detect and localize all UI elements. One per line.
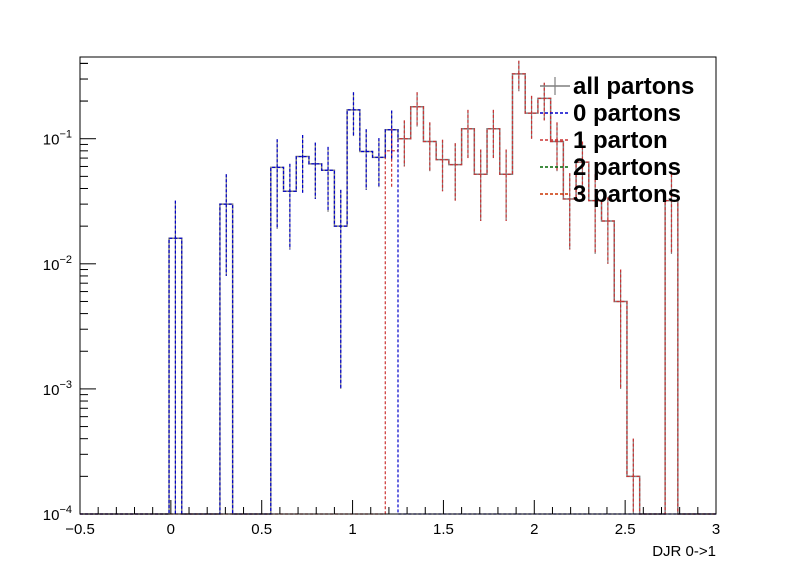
x-tick-label: 0 <box>167 521 175 538</box>
y-tick-exponent: −3 <box>59 379 72 391</box>
series-1-parton <box>80 60 716 515</box>
legend-label: 3 partons <box>573 181 681 208</box>
x-tick-label: 3 <box>712 521 720 538</box>
y-tick-exponent: −2 <box>59 254 72 266</box>
series-0-partons <box>80 92 716 515</box>
series-layer <box>80 60 716 515</box>
legend-item: 3 partons <box>540 181 681 208</box>
legend-item: 0 partons <box>540 100 681 127</box>
y-axis: 10−410−310−210−1 <box>43 62 96 524</box>
y-tick-base: 10 <box>43 507 60 524</box>
x-tick-label: 1 <box>348 521 356 538</box>
x-tick-label: −0.5 <box>65 521 95 538</box>
y-tick-exponent: −1 <box>59 129 72 141</box>
plot-frame <box>79 56 717 515</box>
y-tick-label: 10−1 <box>43 129 72 149</box>
y-tick-label: 10−4 <box>43 504 72 524</box>
y-tick-base: 10 <box>43 257 60 274</box>
x-tick-label: 2.5 <box>615 521 636 538</box>
legend-item: 2 partons <box>540 154 681 181</box>
legend-item: all partons <box>540 73 694 100</box>
legend-item: 1 parton <box>540 127 668 154</box>
legend-label: all partons <box>573 73 694 100</box>
x-axis-title: DJR 0->1 <box>652 543 716 560</box>
y-tick-base: 10 <box>43 382 60 399</box>
legend-label: 1 parton <box>573 127 668 154</box>
x-tick-label: 2 <box>530 521 538 538</box>
x-tick-label: 0.5 <box>251 521 272 538</box>
y-tick-base: 10 <box>43 132 60 149</box>
legend-label: 0 partons <box>573 100 681 127</box>
y-tick-label: 10−3 <box>43 379 72 399</box>
x-tick-label: 1.5 <box>433 521 454 538</box>
y-tick-exponent: −4 <box>59 504 72 516</box>
legend-label: 2 partons <box>573 154 681 181</box>
y-tick-label: 10−2 <box>43 254 72 274</box>
x-axis: −0.5 0 0.5 1 1.5 2 2.5 3 <box>65 500 720 538</box>
